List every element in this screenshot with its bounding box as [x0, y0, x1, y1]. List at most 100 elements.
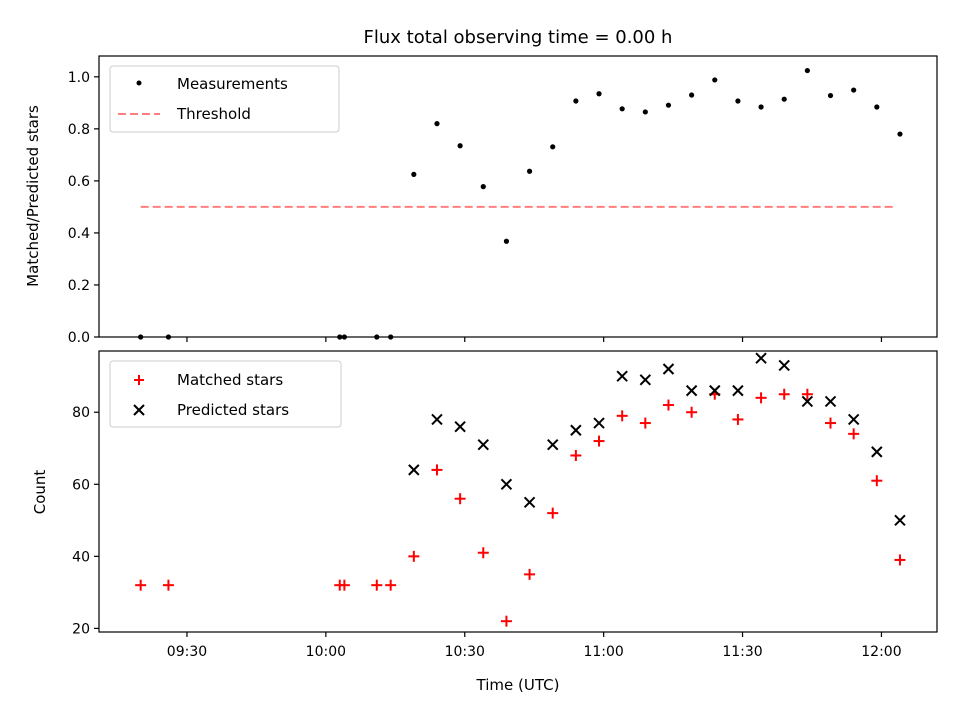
predicted-star-point: [778, 359, 790, 372]
matched-star-point: [639, 417, 651, 429]
predicted-star-point: [824, 395, 837, 408]
predicted-star-point: [408, 464, 420, 476]
matched-star-point: [135, 579, 147, 591]
bottom-legend: Matched stars Predicted stars: [109, 360, 342, 428]
matched-star-point: [371, 579, 383, 591]
matched-star-point: [871, 475, 883, 487]
predicted-star-point: [871, 446, 883, 458]
measurement-point: [596, 91, 602, 97]
measurement-point: [573, 98, 579, 104]
measurement-point: [712, 77, 718, 83]
predicted-star-point: [454, 420, 466, 433]
predicted-star-point: [847, 413, 860, 426]
legend-marker-predicted-stars: [133, 404, 145, 416]
matched-star-point: [778, 388, 790, 400]
predicted-star-point: [477, 438, 489, 451]
matched-star-point: [801, 388, 813, 400]
matched-star-point: [547, 507, 559, 519]
top-axes-frame: [98, 55, 938, 338]
top-y-tick-label: 0.2: [68, 278, 90, 294]
matched-star-point: [385, 579, 397, 591]
matched-star-point: [162, 579, 174, 591]
measurement-point: [642, 109, 648, 115]
legend-label-matched-stars: Matched stars: [177, 371, 283, 389]
x-tick-label: 10:00: [306, 644, 346, 660]
predicted-star-point: [616, 370, 628, 382]
predicted-star-point: [500, 478, 513, 491]
measurement-point: [758, 104, 764, 110]
matched-star-point: [732, 413, 744, 425]
measurement-point: [434, 121, 440, 127]
matched-star-point: [524, 568, 536, 580]
bottom-axes-frame: [98, 350, 938, 633]
predicted-star-point: [570, 424, 582, 436]
matched-star-point: [894, 554, 906, 566]
measurement-point: [480, 184, 486, 190]
bottom-y-tick-label: 20: [72, 621, 90, 637]
predicted-star-point: [662, 363, 675, 375]
measurement-point: [619, 106, 625, 112]
bottom-y-tick-label: 80: [72, 405, 90, 421]
top-y-axis-label: Matched/Predicted stars: [24, 105, 42, 287]
legend-label-threshold: Threshold: [176, 105, 251, 123]
measurement-point: [804, 67, 810, 74]
matched-star-point: [686, 406, 698, 418]
matched-star-point: [570, 449, 582, 461]
matched-star-point: [408, 550, 420, 562]
measurement-point: [526, 168, 533, 174]
top-legend: Measurements Threshold: [109, 65, 340, 133]
top-y-tick-label: 0.0: [68, 330, 90, 346]
legend-label-measurements: Measurements: [177, 75, 288, 93]
x-tick-label: 10:30: [445, 644, 485, 660]
matched-star-point: [593, 435, 605, 447]
matched-star-point: [755, 392, 767, 404]
measurement-point: [735, 98, 741, 104]
x-tick-label: 11:30: [722, 644, 762, 660]
top-y-tick-label: 1.0: [68, 70, 90, 86]
top-y-tick-label: 0.4: [68, 226, 90, 242]
predicted-star-point: [523, 496, 536, 509]
predicted-star-point: [593, 417, 605, 429]
top-panel: 0.0 0.2 0.4 0.6 0.8 1.0 Matched/Predicted sta…: [24, 55, 938, 346]
matched-star-point: [454, 493, 466, 505]
predicted-star-point: [685, 384, 698, 397]
measurement-point: [897, 131, 903, 137]
predicted-star-point: [732, 384, 744, 397]
legend-label-predicted-stars: Predicted stars: [177, 401, 289, 419]
measurement-point: [827, 92, 834, 99]
top-y-tick-label: 0.6: [68, 174, 90, 190]
legend-marker-measurements: [136, 80, 142, 86]
measurement-point: [411, 171, 417, 177]
chart-title: Flux total observing time = 0.00 h: [364, 27, 673, 48]
matched-star-point: [338, 579, 350, 591]
predicted-star-point: [894, 514, 906, 527]
predicted-star-point: [547, 438, 559, 451]
top-y-tick-label: 0.8: [68, 122, 90, 138]
legend-marker-matched-stars: [134, 375, 144, 385]
measurement-point: [550, 144, 556, 150]
measurement-point: [689, 92, 695, 98]
measurement-point: [503, 238, 510, 244]
matched-star-point: [616, 410, 628, 422]
x-axis-label: Time (UTC): [476, 676, 560, 694]
bottom-y-tick-label: 60: [72, 477, 90, 493]
predicted-star-point: [801, 395, 814, 408]
predicted-star-point: [639, 374, 652, 386]
x-tick-label: 12:00: [861, 644, 901, 660]
bottom-y-axis-label: Count: [31, 470, 49, 515]
matched-star-point: [662, 399, 674, 411]
x-tick-label: 11:00: [583, 644, 623, 660]
predicted-star-point: [431, 413, 443, 426]
matched-star-point: [825, 417, 837, 429]
matched-star-point: [848, 428, 860, 440]
measurement-point: [457, 143, 463, 149]
measurement-point: [665, 102, 672, 108]
predicted-star-point: [709, 384, 721, 397]
bottom-y-tick-label: 40: [72, 549, 90, 565]
matched-star-point: [500, 615, 512, 627]
predicted-star-point: [755, 352, 767, 364]
x-tick-label: 09:30: [167, 644, 207, 660]
matched-star-point: [477, 547, 489, 559]
